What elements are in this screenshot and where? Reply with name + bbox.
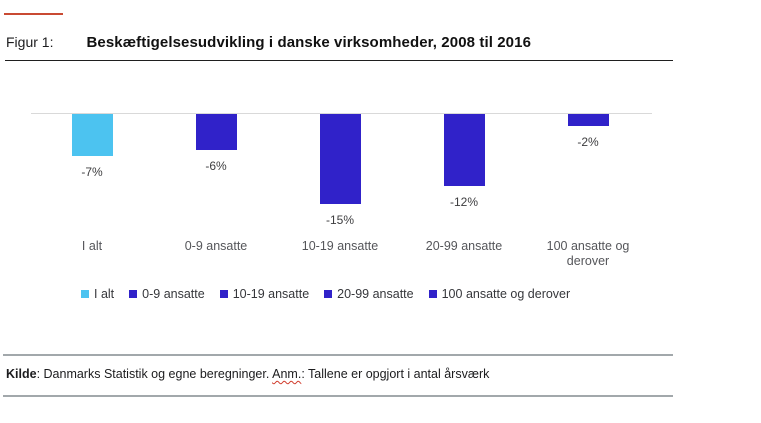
bar-i-alt bbox=[71, 114, 113, 156]
bar-value-label: -15% bbox=[325, 213, 354, 227]
legend-swatch-icon bbox=[219, 290, 228, 298]
zero-axis-line bbox=[31, 113, 652, 114]
category-label-i-alt: I alt bbox=[81, 239, 103, 253]
chart-column-100-plus: -2% bbox=[526, 114, 650, 149]
chart-column-20-99: -12% bbox=[402, 114, 526, 209]
source-text: : Danmarks Statistik og egne beregninger… bbox=[36, 367, 273, 381]
bar-value-label: -12% bbox=[449, 195, 478, 209]
category-label-100-plus: 100 ansatte og derover bbox=[546, 239, 630, 268]
legend-item-20-99: 20-99 ansatte bbox=[324, 287, 414, 301]
legend-swatch-icon bbox=[81, 290, 89, 298]
bar-0-9-ansatte bbox=[195, 114, 237, 150]
footer-rule-top bbox=[3, 354, 673, 356]
bar-20-99-ansatte bbox=[443, 114, 485, 186]
legend-item-0-9: 0-9 ansatte bbox=[129, 287, 205, 301]
legend-label: 0-9 ansatte bbox=[142, 287, 205, 301]
legend-item-10-19: 10-19 ansatte bbox=[219, 287, 310, 301]
figure-title: Beskæftigelsesudvikling i danske virksom… bbox=[86, 34, 532, 51]
brand-accent-line bbox=[4, 13, 63, 15]
legend-item-i-alt: I alt bbox=[81, 287, 114, 301]
legend-label: I alt bbox=[94, 287, 115, 301]
category-label-0-9: 0-9 ansatte bbox=[184, 239, 248, 253]
source-label: Kilde bbox=[6, 367, 37, 381]
title-rule bbox=[5, 60, 673, 61]
footer-rule-bottom bbox=[3, 395, 673, 397]
legend-label: 100 ansatte og derover bbox=[441, 287, 571, 301]
chart-column-i-alt: -7% bbox=[30, 114, 154, 179]
bar-10-19-ansatte bbox=[319, 114, 361, 204]
legend-swatch-icon bbox=[428, 290, 437, 298]
bar-100-ansatte-og-derover bbox=[567, 114, 609, 126]
legend-label: 10-19 ansatte bbox=[232, 287, 310, 301]
chart-column-0-9: -6% bbox=[154, 114, 278, 173]
bar-value-label: -2% bbox=[577, 135, 599, 149]
note-label: Anm. bbox=[272, 367, 302, 381]
chart-column-10-19: -15% bbox=[278, 114, 402, 227]
figure-label: Figur 1: bbox=[6, 34, 54, 50]
legend-label: 20-99 ansatte bbox=[337, 287, 414, 301]
bar-value-label: -7% bbox=[81, 165, 103, 179]
figure-header: Figur 1: Beskæftigelsesudvikling i danske… bbox=[6, 34, 706, 52]
category-label-20-99: 20-99 ansatte bbox=[425, 239, 503, 253]
bar-value-label: -6% bbox=[205, 159, 227, 173]
chart-legend: I alt 0-9 ansatte 10-19 ansatte 20-99 an… bbox=[81, 287, 570, 301]
legend-swatch-icon bbox=[324, 290, 333, 298]
source-note-text: Kilde: Danmarks Statistik og egne beregn… bbox=[6, 367, 706, 381]
legend-swatch-icon bbox=[129, 290, 138, 298]
note-text: : Tallene er opgjort i antal årsværk bbox=[301, 367, 490, 381]
legend-item-100-plus: 100 ansatte og derover bbox=[428, 287, 571, 301]
category-label-10-19: 10-19 ansatte bbox=[301, 239, 379, 253]
